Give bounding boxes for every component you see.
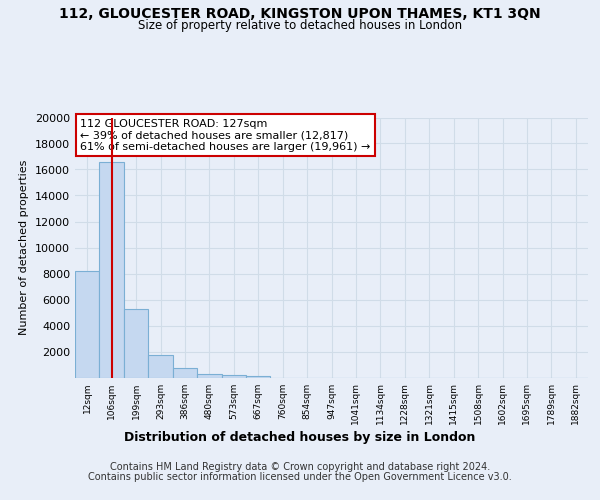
Bar xyxy=(221,375,246,378)
Bar xyxy=(246,376,271,378)
Text: 112, GLOUCESTER ROAD, KINGSTON UPON THAMES, KT1 3QN: 112, GLOUCESTER ROAD, KINGSTON UPON THAM… xyxy=(59,8,541,22)
Bar xyxy=(100,162,124,378)
Text: Contains HM Land Registry data © Crown copyright and database right 2024.: Contains HM Land Registry data © Crown c… xyxy=(110,462,490,472)
Bar xyxy=(75,271,100,378)
Text: Distribution of detached houses by size in London: Distribution of detached houses by size … xyxy=(124,431,476,444)
Y-axis label: Number of detached properties: Number of detached properties xyxy=(19,160,29,335)
Bar xyxy=(197,374,221,378)
Text: 112 GLOUCESTER ROAD: 127sqm
← 39% of detached houses are smaller (12,817)
61% of: 112 GLOUCESTER ROAD: 127sqm ← 39% of det… xyxy=(80,119,371,152)
Bar xyxy=(148,355,173,378)
Text: Size of property relative to detached houses in London: Size of property relative to detached ho… xyxy=(138,19,462,32)
Bar xyxy=(173,368,197,378)
Text: Contains public sector information licensed under the Open Government Licence v3: Contains public sector information licen… xyxy=(88,472,512,482)
Bar xyxy=(124,308,148,378)
